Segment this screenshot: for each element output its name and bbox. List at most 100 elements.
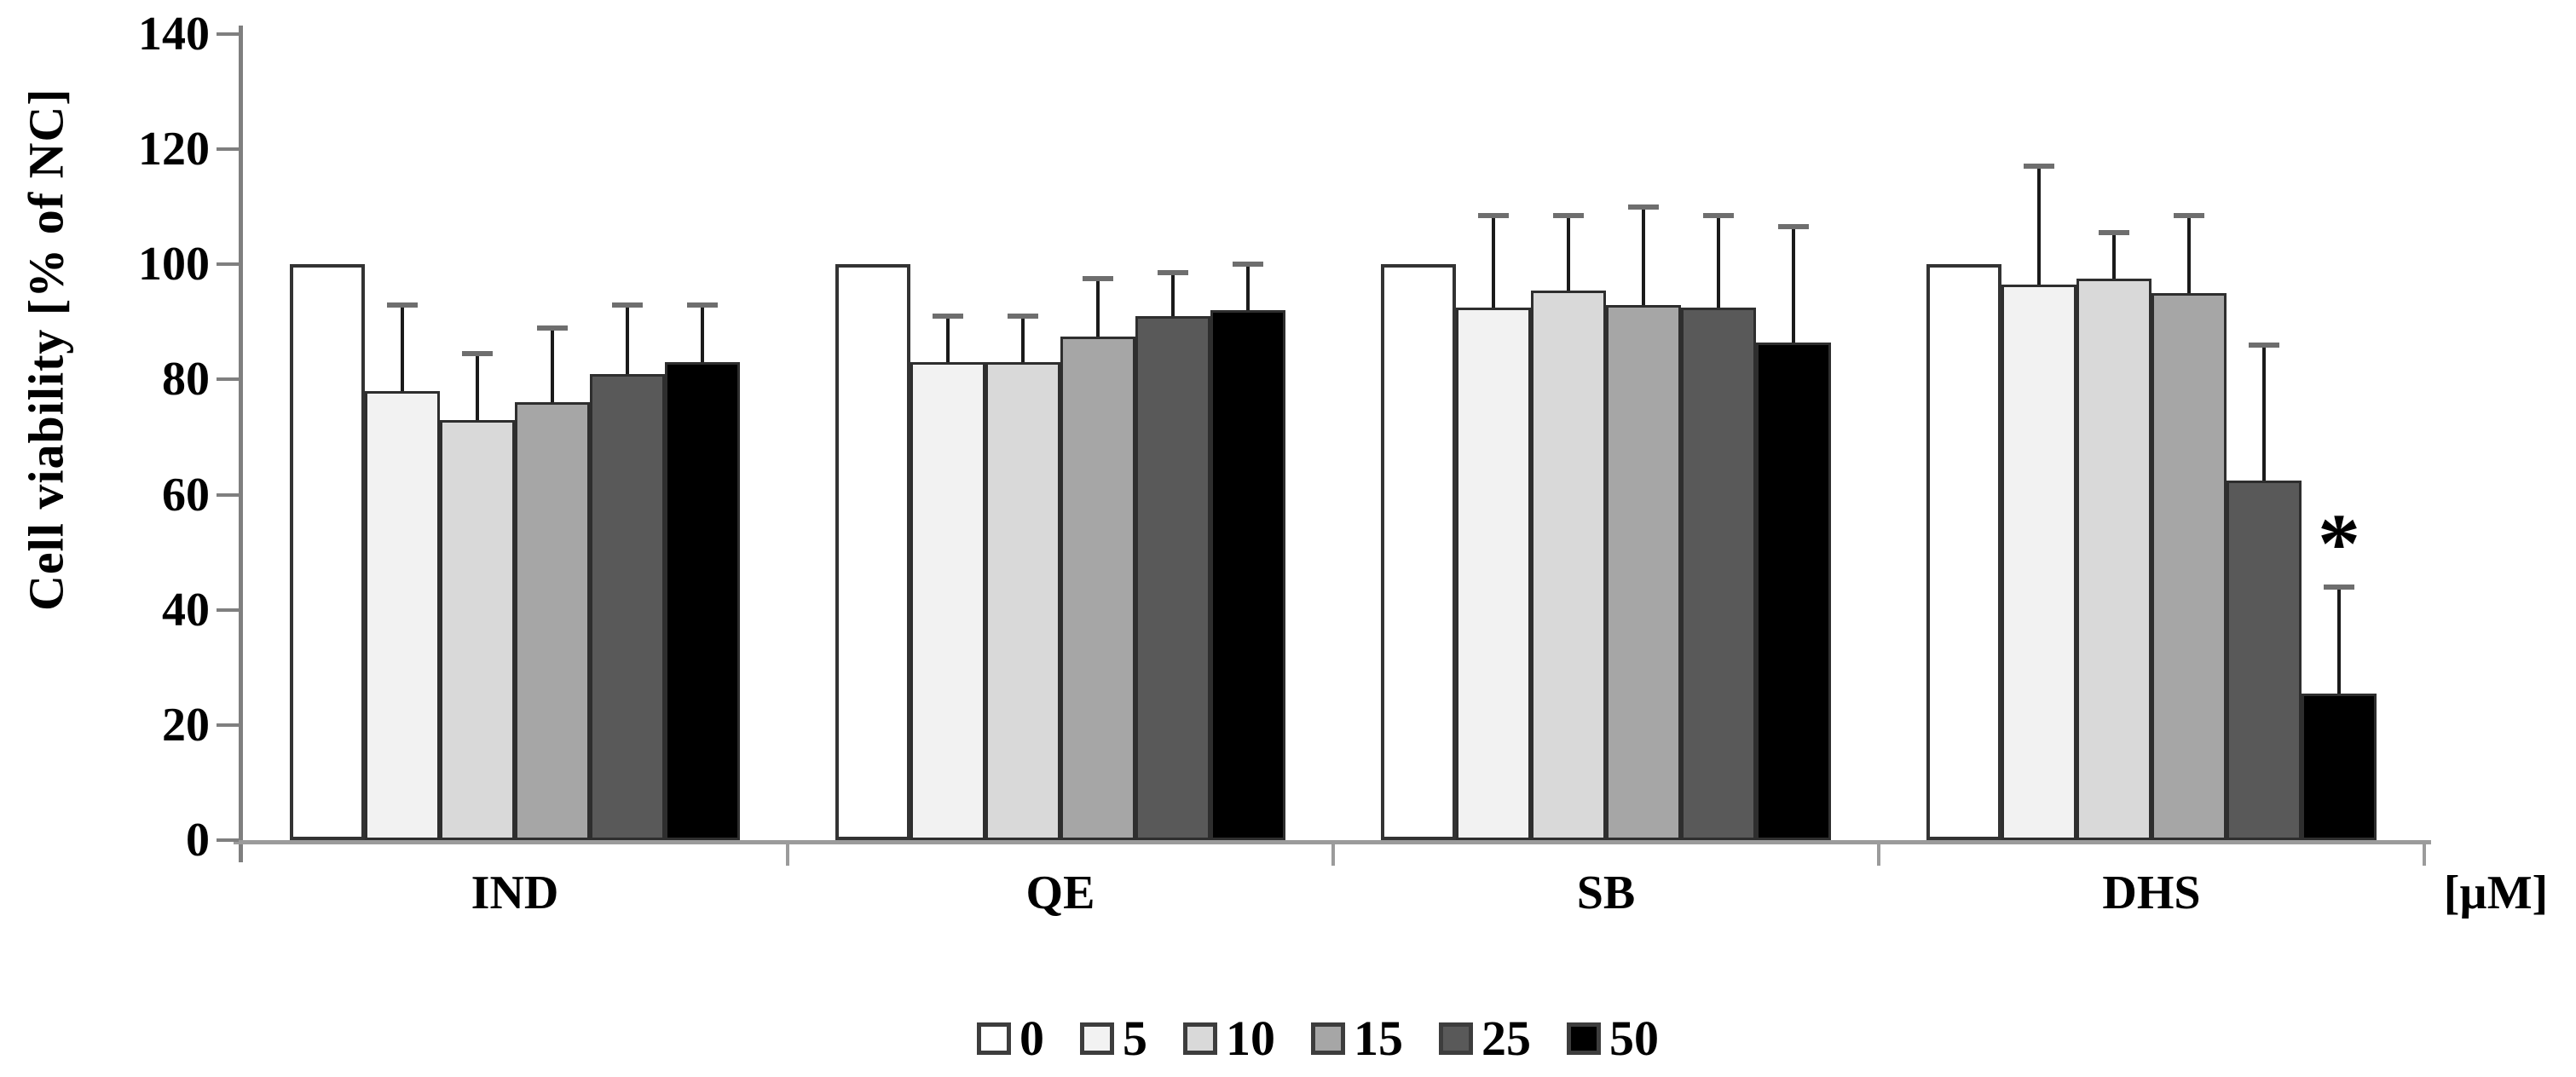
- error-bar-cap: [2024, 164, 2054, 170]
- error-bar-cap: [1008, 314, 1038, 320]
- error-bar-DHS-50uM: [2337, 586, 2341, 694]
- y-tick-label: 60: [162, 468, 210, 521]
- y-axis-tick: [217, 838, 239, 842]
- legend-label-0uM: 0: [1019, 1011, 1044, 1066]
- error-bar-IND-10uM: [476, 354, 479, 420]
- error-bar-cap: [387, 302, 418, 308]
- bar-IND-50uM: [665, 362, 740, 840]
- error-bar-cap: [612, 302, 643, 308]
- y-axis-tick: [217, 492, 239, 497]
- legend-label-15uM: 15: [1354, 1011, 1403, 1066]
- error-bar-cap: [1233, 262, 1263, 268]
- y-tick-label: 120: [138, 123, 210, 176]
- x-axis-tick: [1331, 840, 1335, 866]
- x-axis-tick: [2423, 840, 2426, 866]
- error-bar-SB-5uM: [1492, 215, 1495, 308]
- group-label-QE: QE: [1025, 867, 1095, 919]
- error-bar-cap: [2249, 342, 2279, 348]
- bar-SB-15uM: [1606, 304, 1681, 840]
- legend-item-10uM: 10: [1183, 1014, 1275, 1063]
- legend-label-5uM: 5: [1123, 1011, 1147, 1066]
- y-tick-label: 140: [138, 8, 210, 60]
- error-bar-IND-5uM: [401, 304, 404, 391]
- chart-legend: 0 5 10 15 25 50: [977, 1014, 1659, 1063]
- y-axis-tick: [217, 377, 239, 382]
- legend-swatch-15uM: [1311, 1022, 1345, 1055]
- error-bar-DHS-10uM: [2112, 233, 2116, 279]
- y-axis-line: [239, 26, 243, 862]
- error-bar-cap: [1158, 270, 1188, 276]
- bar-QE-25uM: [1135, 316, 1210, 840]
- legend-label-50uM: 50: [1609, 1011, 1659, 1066]
- legend-item-25uM: 25: [1439, 1014, 1531, 1063]
- y-axis-tick: [217, 32, 239, 36]
- error-bar-cap: [1083, 276, 1113, 282]
- error-bar-QE-10uM: [1021, 316, 1025, 363]
- error-bar-cap: [1478, 212, 1509, 218]
- bar-QE-15uM: [1060, 336, 1135, 840]
- y-axis-tick: [217, 608, 239, 612]
- error-bar-IND-15uM: [551, 327, 554, 403]
- legend-label-10uM: 10: [1226, 1011, 1275, 1066]
- group-label-DHS: DHS: [2102, 867, 2201, 919]
- error-bar-SB-10uM: [1567, 215, 1570, 291]
- bar-SB-25uM: [1681, 307, 1756, 840]
- bar-SB-5uM: [1456, 307, 1531, 840]
- group-label-IND: IND: [471, 867, 559, 919]
- bar-QE-0uM: [835, 264, 910, 840]
- error-bar-DHS-5uM: [2037, 166, 2041, 285]
- x-axis-tick: [786, 840, 789, 866]
- error-bar-cap: [1628, 204, 1659, 210]
- error-bar-cap: [1703, 212, 1734, 218]
- bar-IND-25uM: [590, 373, 665, 840]
- error-bar-cap: [1778, 224, 1809, 230]
- error-bar-cap: [687, 302, 718, 308]
- error-bar-cap: [462, 351, 493, 357]
- legend-swatch-10uM: [1183, 1022, 1217, 1055]
- significance-star: *: [2318, 495, 2360, 590]
- error-bar-QE-5uM: [946, 316, 950, 363]
- x-axis-unit-label: [µM]: [2443, 867, 2549, 919]
- legend-swatch-0uM: [977, 1022, 1011, 1055]
- legend-item-0uM: 0: [977, 1014, 1044, 1063]
- error-bar-cap: [933, 314, 963, 320]
- error-bar-cap: [2099, 230, 2129, 236]
- group-label-SB: SB: [1576, 867, 1636, 919]
- error-bar-cap: [2174, 212, 2204, 218]
- y-tick-label: 80: [162, 353, 210, 406]
- y-tick-label: 20: [162, 698, 210, 752]
- bar-IND-0uM: [290, 264, 365, 840]
- error-bar-IND-50uM: [701, 304, 704, 363]
- y-axis-tick: [217, 147, 239, 152]
- error-bar-IND-25uM: [626, 304, 629, 374]
- bar-IND-10uM: [440, 419, 515, 840]
- legend-item-15uM: 15: [1311, 1014, 1403, 1063]
- error-bar-QE-25uM: [1171, 273, 1175, 317]
- y-tick-label: 0: [186, 814, 210, 867]
- error-bar-QE-15uM: [1096, 279, 1100, 337]
- bar-DHS-50uM: [2302, 693, 2377, 840]
- bar-DHS-10uM: [2076, 279, 2151, 840]
- y-axis-title: Cell viability [% of NC]: [18, 88, 74, 611]
- bar-SB-50uM: [1756, 342, 1831, 840]
- error-bar-cap: [537, 325, 568, 331]
- bar-QE-10uM: [985, 362, 1060, 840]
- error-bar-DHS-15uM: [2187, 215, 2191, 294]
- error-bar-SB-50uM: [1792, 227, 1795, 343]
- error-bar-cap: [1553, 212, 1584, 218]
- y-axis-tick: [217, 723, 239, 727]
- error-bar-DHS-25uM: [2262, 344, 2266, 481]
- legend-label-25uM: 25: [1481, 1011, 1531, 1066]
- error-bar-QE-50uM: [1246, 264, 1250, 311]
- legend-swatch-25uM: [1439, 1022, 1473, 1055]
- bar-DHS-25uM: [2227, 480, 2302, 840]
- x-axis-tick: [1877, 840, 1880, 866]
- bar-DHS-15uM: [2151, 293, 2227, 840]
- bar-IND-5uM: [365, 390, 440, 840]
- bar-SB-10uM: [1531, 290, 1606, 840]
- bar-DHS-5uM: [2001, 284, 2076, 840]
- error-bar-SB-15uM: [1642, 206, 1645, 305]
- legend-item-5uM: 5: [1080, 1014, 1147, 1063]
- bar-IND-15uM: [515, 402, 590, 840]
